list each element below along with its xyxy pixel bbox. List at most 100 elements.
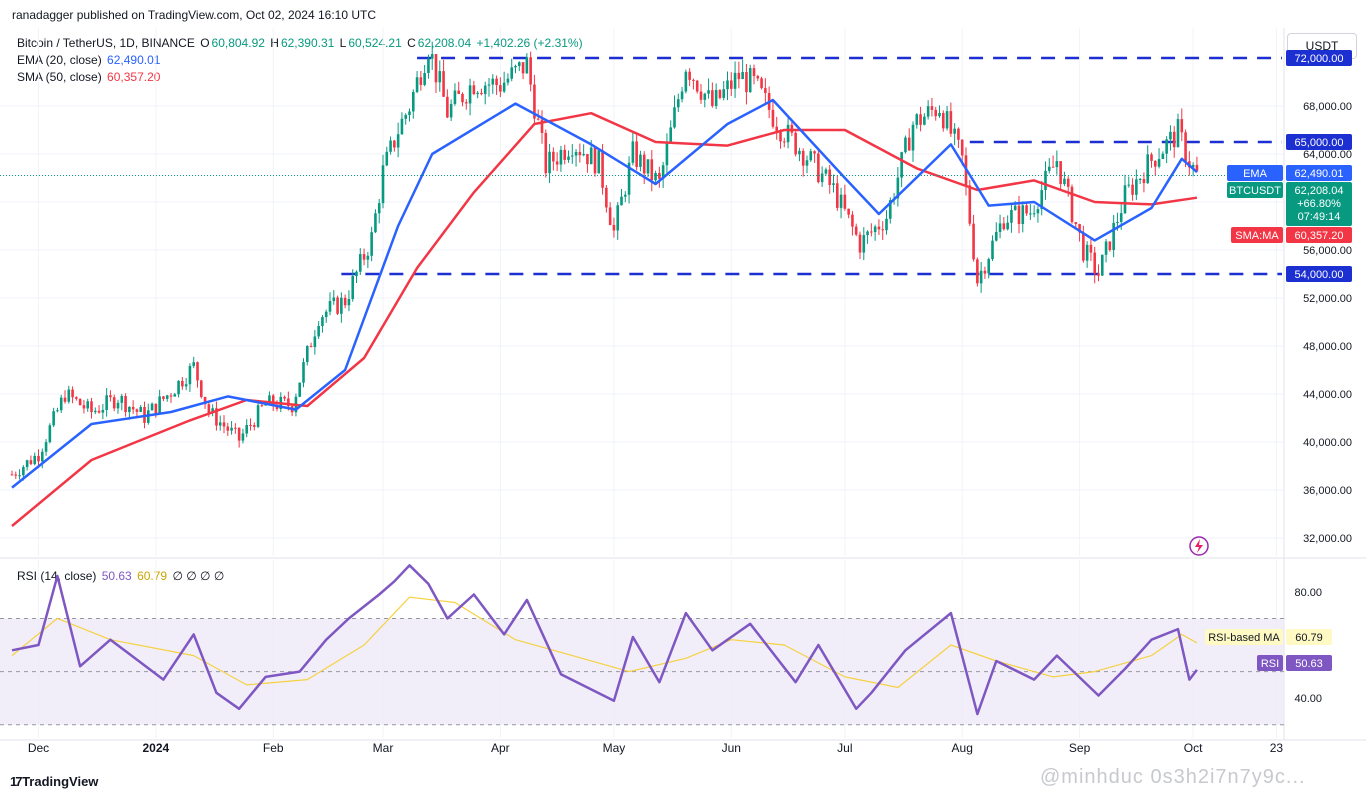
candle-body: [552, 151, 555, 162]
candle-body: [729, 80, 733, 89]
candle-body: [612, 224, 616, 231]
rsi-ma-tag: RSI-based MA 60.79: [1205, 629, 1332, 645]
price-tick-label: 64,000.00: [1303, 149, 1352, 161]
candle-body: [408, 111, 411, 116]
candle-body: [968, 185, 972, 224]
candle-body: [1070, 186, 1074, 223]
candle-body: [733, 72, 737, 89]
candle-body: [78, 398, 82, 406]
candle-body: [283, 396, 286, 399]
candle-body: [1051, 166, 1055, 168]
candle-body: [63, 397, 67, 402]
candle-body: [957, 128, 960, 140]
price-tick-label: 68,000.00: [1303, 101, 1352, 113]
candle-body: [915, 114, 919, 125]
candle-body: [1089, 244, 1093, 253]
candle-body: [1131, 184, 1134, 195]
candle-body: [979, 270, 983, 284]
candle-body: [589, 147, 593, 165]
brand-name: TradingView: [22, 774, 99, 789]
candle-body: [877, 226, 881, 230]
candle-body: [358, 254, 362, 272]
candle-body: [555, 161, 559, 165]
candle-body: [536, 118, 540, 120]
candle-body: [271, 395, 275, 406]
candle-body: [726, 80, 729, 90]
candle-body: [559, 149, 563, 165]
candle-body: [1153, 160, 1157, 167]
candle-body: [945, 111, 949, 129]
tradingview-logo[interactable]: 17 TradingView: [10, 774, 98, 789]
price-tick-label: 48,000.00: [1303, 341, 1352, 353]
candle-body: [112, 397, 116, 409]
candle-body: [25, 460, 29, 468]
candle-body: [722, 89, 726, 98]
candle-body: [533, 84, 536, 119]
candle-body: [461, 93, 464, 103]
candle-body: [703, 93, 707, 100]
candle-body: [998, 223, 1002, 232]
candle-body: [801, 150, 805, 166]
candle-body: [506, 78, 510, 83]
sma-tag-value: 60,357.20: [1295, 230, 1344, 242]
change-value: +1,402.26 (+2.31%): [476, 36, 583, 50]
candle-body: [699, 91, 703, 100]
candle-body: [578, 151, 582, 156]
candle-body: [177, 380, 180, 395]
candle-body: [184, 384, 188, 387]
candle-body: [1029, 213, 1032, 215]
candle-body: [351, 276, 355, 300]
rsi-tick-label: 40.00: [1294, 693, 1322, 705]
candle-body: [18, 475, 21, 477]
low-label: L: [339, 36, 347, 50]
candle-body: [302, 362, 305, 383]
candle-body: [1059, 161, 1062, 185]
candle-body: [960, 139, 964, 156]
candle-body: [1032, 213, 1036, 215]
candle-body: [514, 65, 517, 68]
candle-body: [563, 149, 567, 160]
candle-body: [173, 394, 177, 397]
candle-body: [1025, 205, 1028, 214]
candle-body: [260, 405, 264, 407]
candle-body: [105, 395, 108, 410]
candle-body: [510, 67, 514, 79]
candle-body: [1180, 119, 1184, 133]
candle-body: [646, 159, 650, 174]
candle-body: [1138, 178, 1142, 180]
candle-body: [449, 103, 453, 118]
candle-body: [162, 396, 165, 399]
lightning-icon[interactable]: [1189, 536, 1209, 556]
rsi-tick-label: 80.00: [1294, 587, 1322, 599]
candle-body: [673, 107, 676, 128]
candle-body: [483, 85, 487, 95]
candle-body: [1165, 139, 1168, 154]
candle-body: [101, 409, 105, 413]
candle-body: [1097, 273, 1100, 276]
candle-body: [817, 153, 820, 183]
countdown-value: 07:49:14: [1298, 211, 1341, 223]
candle-body: [222, 422, 226, 427]
candle-body: [711, 90, 714, 106]
candle-body: [158, 396, 161, 414]
candle-body: [972, 223, 975, 260]
publisher-line: ranadagger published on TradingView.com,…: [12, 8, 377, 22]
candle-body: [642, 154, 646, 174]
candle-body: [268, 395, 271, 404]
candle-body: [128, 406, 131, 413]
candle-body: [813, 151, 816, 154]
candle-body: [347, 299, 351, 306]
candle-body: [1108, 241, 1112, 251]
ema-line: [11, 98, 1198, 489]
candle-body: [374, 213, 377, 233]
candle-body: [658, 172, 661, 179]
candle-body: [131, 406, 135, 410]
rsi-value: 50.63: [101, 569, 132, 583]
candle-body: [748, 68, 752, 93]
symbol-tag-name: BTCUSDT: [1229, 185, 1281, 197]
candle-body: [434, 54, 438, 83]
horizontal-levels: 72,000.00 65,000.00 54,000.00: [341, 50, 1352, 282]
candle-body: [1142, 178, 1146, 184]
candle-body: [881, 229, 885, 231]
